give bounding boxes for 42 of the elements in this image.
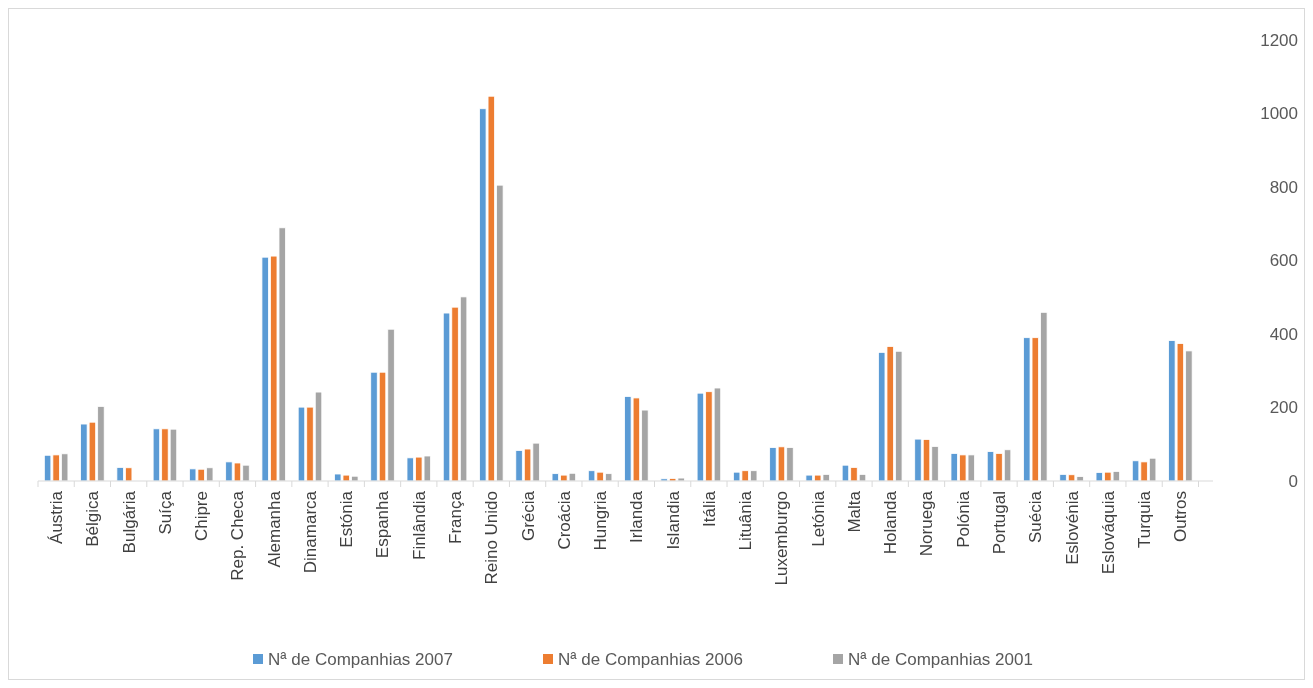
x-tick-label: Dinamarca (300, 490, 320, 574)
x-tick-label: Holanda (881, 490, 901, 555)
x-tick-label: França (446, 490, 465, 544)
x-tick-label: Eslovénia (1062, 490, 1082, 565)
x-tick-label: Reino Unido (482, 491, 502, 585)
y-tick-label: 0 (1288, 471, 1298, 491)
x-tick-label: Rep. Checa (228, 490, 248, 581)
x-tick-label: Itália (699, 490, 719, 527)
y-tick-label: 400 (1269, 324, 1298, 344)
x-tick-label: Bélgica (83, 490, 103, 547)
x-tick-label: Grécia (518, 490, 538, 542)
x-tick-label: Malta (844, 490, 864, 533)
x-tick-label: Espanha (373, 490, 393, 559)
y-tick-label: 800 (1269, 177, 1298, 197)
y-tick-label: 200 (1269, 398, 1298, 418)
x-tick-label: Luxemburgo (772, 491, 792, 586)
x-tick-label: Chipre (192, 491, 212, 542)
x-tick-label: Finlândia (409, 490, 429, 560)
x-tick-label: Bulgária (119, 490, 139, 554)
x-tick-label: Alemanha (264, 490, 284, 568)
x-tick-label: Polónia (953, 490, 973, 548)
x-tick-label: Suíça (155, 490, 175, 535)
x-tick-label: Lituânia (736, 490, 756, 551)
x-tick-label: Suécia (1026, 490, 1046, 543)
x-tick-label: Irlanda (627, 490, 647, 543)
legend-label: Nª de Companhias 2007 (268, 649, 453, 669)
y-tick-label: 1200 (1260, 30, 1298, 50)
y-tick-label: 1000 (1260, 104, 1298, 124)
x-tick-label: Turquia (1135, 490, 1155, 549)
legend-label: Nª de Companhias 2001 (848, 649, 1033, 669)
x-tick-label: Noruega (917, 490, 937, 557)
x-tick-label: Outros (1171, 491, 1191, 543)
x-tick-label: Eslováquia (1098, 490, 1118, 575)
x-tick-label: Portugal (989, 491, 1009, 555)
x-tick-label: Hungria (591, 490, 611, 551)
y-tick-label: 600 (1269, 251, 1298, 271)
x-tick-label: Letónia (808, 490, 828, 547)
x-tick-label: Áustria (47, 490, 67, 544)
legend-label: Nª de Companhias 2006 (558, 649, 743, 669)
x-tick-label: Croácia (554, 490, 574, 550)
x-tick-label: Estónia (337, 490, 357, 548)
x-tick-label: Islandia (663, 490, 683, 550)
